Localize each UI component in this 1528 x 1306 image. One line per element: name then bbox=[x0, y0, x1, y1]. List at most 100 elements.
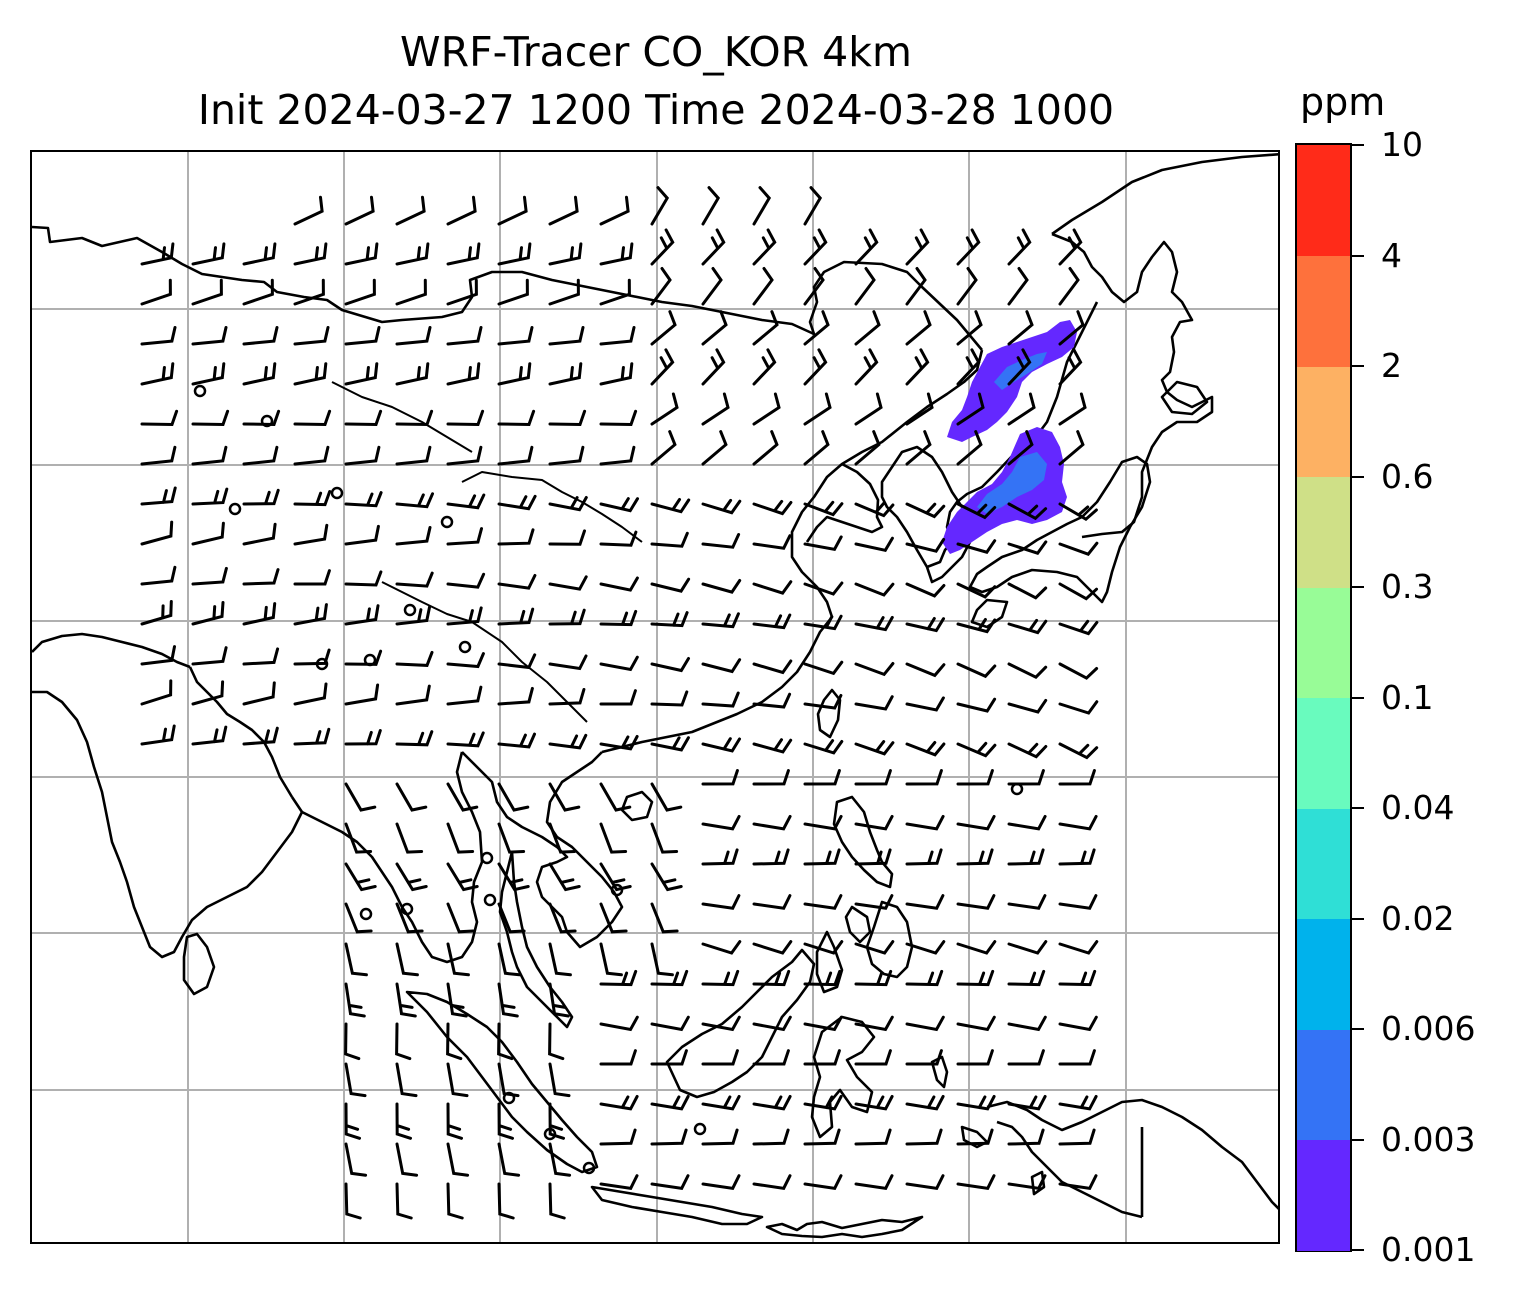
coastline-bangladesh bbox=[188, 666, 294, 798]
wind-barb bbox=[956, 310, 983, 346]
wind-barb bbox=[803, 500, 844, 517]
wind-barb bbox=[854, 848, 892, 866]
wind-barb bbox=[293, 603, 328, 626]
wind-barb bbox=[854, 310, 881, 346]
wind-barb bbox=[803, 1174, 843, 1190]
wind-barb bbox=[1007, 267, 1029, 306]
calm-circle bbox=[330, 486, 344, 500]
wind-barb bbox=[701, 814, 741, 831]
wind-barb bbox=[548, 654, 588, 671]
wind-barb bbox=[1058, 969, 1097, 987]
wind-barb bbox=[191, 725, 228, 746]
wind-barb bbox=[344, 409, 383, 427]
calm-circle bbox=[543, 1127, 557, 1141]
wind-barb bbox=[650, 1015, 690, 1032]
wind-barb bbox=[905, 696, 945, 712]
colorbar-label: 0.04 bbox=[1381, 788, 1455, 827]
wind-barb bbox=[599, 409, 638, 427]
wind-barb bbox=[497, 686, 534, 706]
wind-barb bbox=[497, 822, 526, 854]
wind-barb bbox=[548, 409, 587, 427]
coastline-malay-peninsula bbox=[498, 850, 574, 1029]
wind-barb bbox=[956, 582, 997, 599]
wind-barb bbox=[1058, 430, 1085, 466]
wind-barb bbox=[599, 242, 634, 266]
coastline-japan-honshu bbox=[968, 455, 1152, 604]
wind-barb bbox=[548, 688, 586, 706]
wind-barb bbox=[395, 242, 430, 266]
wind-barb bbox=[293, 326, 330, 346]
wind-barb bbox=[905, 348, 930, 386]
map-canvas bbox=[32, 152, 1278, 1242]
wind-barb bbox=[905, 430, 932, 466]
wind-barb bbox=[701, 267, 723, 306]
wind-barb bbox=[1007, 582, 1048, 600]
wind-barb bbox=[395, 942, 419, 977]
wind-barb bbox=[395, 730, 434, 747]
wind-barb bbox=[803, 940, 844, 955]
wind-barb bbox=[752, 659, 793, 675]
colorbar-tick bbox=[1352, 1138, 1364, 1141]
wind-barb bbox=[1058, 940, 1099, 955]
wind-barb bbox=[446, 1142, 470, 1177]
wind-barb bbox=[905, 741, 946, 757]
wind-barb bbox=[344, 195, 375, 226]
wind-barb bbox=[395, 605, 432, 626]
wind-barb bbox=[701, 348, 726, 386]
wind-barb bbox=[293, 727, 331, 746]
colorbar-label: 2 bbox=[1381, 346, 1402, 385]
wind-barb bbox=[1058, 742, 1099, 760]
wind-barb bbox=[956, 1095, 996, 1111]
wind-barb bbox=[956, 1015, 996, 1032]
coastline-korea bbox=[880, 445, 972, 584]
wind-barb bbox=[548, 1142, 572, 1177]
wind-barb bbox=[650, 348, 675, 386]
wind-barb bbox=[548, 942, 572, 977]
wind-barb bbox=[1058, 619, 1099, 636]
wind-barb bbox=[1007, 1095, 1047, 1111]
coastline-yellow-sea bbox=[805, 462, 884, 543]
wind-barb bbox=[191, 278, 223, 306]
wind-barb bbox=[548, 1062, 571, 1098]
wind-barb bbox=[803, 1128, 841, 1146]
wind-barb bbox=[242, 568, 280, 586]
wind-barb bbox=[140, 679, 173, 706]
wind-barb bbox=[854, 1049, 892, 1066]
colorbar-tick bbox=[1352, 807, 1364, 809]
wind-barb bbox=[497, 653, 537, 670]
wind-barb bbox=[1007, 228, 1032, 266]
wind-barb bbox=[548, 529, 586, 546]
wind-barb bbox=[956, 539, 997, 554]
wind-barb bbox=[752, 1015, 792, 1032]
wind-barb bbox=[344, 524, 380, 546]
wind-barb bbox=[242, 242, 277, 266]
wind-barb bbox=[140, 445, 177, 466]
wind-barb bbox=[293, 362, 328, 386]
calm-circle bbox=[260, 414, 274, 428]
wind-barb bbox=[395, 362, 430, 386]
wind-barb bbox=[548, 982, 570, 1018]
wind-barb bbox=[344, 362, 379, 386]
wind-barb bbox=[497, 326, 534, 346]
wind-barb bbox=[191, 521, 225, 546]
wind-barb bbox=[956, 618, 997, 634]
wind-barb bbox=[446, 942, 470, 977]
wind-barb bbox=[497, 902, 526, 934]
wind-barb bbox=[548, 195, 579, 226]
colorbar-segment bbox=[1297, 366, 1350, 477]
wind-barb bbox=[1007, 392, 1036, 426]
coastline-philippines-luzon bbox=[832, 795, 894, 889]
colorbar-tick bbox=[1352, 586, 1364, 588]
wind-barb bbox=[1058, 392, 1087, 426]
map-panel[interactable] bbox=[30, 150, 1280, 1244]
wind-barb bbox=[854, 662, 895, 677]
wind-barb bbox=[395, 409, 434, 427]
wind-barb bbox=[650, 902, 679, 934]
wind-barb bbox=[497, 362, 532, 386]
wind-barb bbox=[956, 267, 978, 306]
colorbar-segment bbox=[1297, 697, 1350, 809]
wind-barb bbox=[344, 1182, 362, 1220]
wind-barb bbox=[650, 531, 689, 548]
wind-barb bbox=[956, 348, 981, 386]
colorbar-segment bbox=[1297, 255, 1350, 367]
